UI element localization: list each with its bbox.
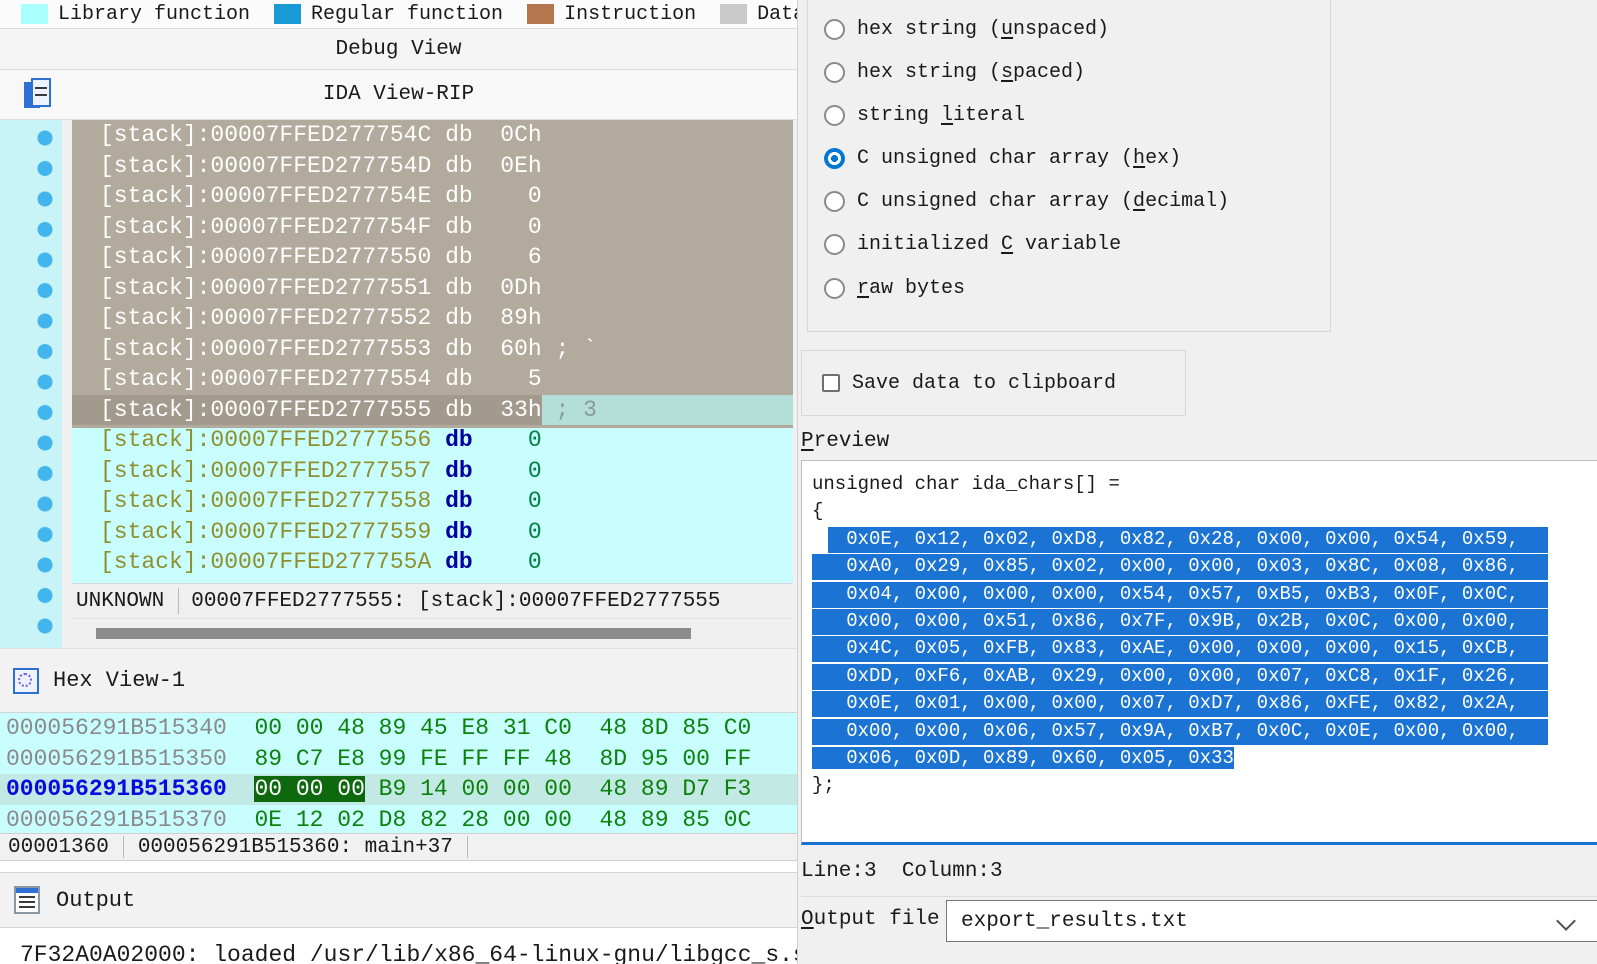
radio-c-unsigned-char-array-hex[interactable]: C unsigned char array (hex): [824, 143, 1181, 173]
breakpoint-gutter[interactable]: [0, 120, 62, 648]
hex-row[interactable]: 000056291B515370 0E 12 02 D8 82 28 00 00…: [6, 806, 752, 833]
disasm-row[interactable]: [stack]:00007FFED277754D db 0Eh: [100, 152, 542, 179]
preview-close-brace: };: [812, 774, 835, 797]
preview-data-line: 0xDD, 0xF6, 0xAB, 0x29, 0x00, 0x00, 0x07…: [812, 662, 1597, 691]
disasm-status-state: UNKNOWN: [76, 589, 165, 613]
color-legend-bar: Library function Regular function Instru…: [0, 0, 797, 28]
debug-view-title: Debug View: [335, 37, 462, 61]
preview-data-line: 0x06, 0x0D, 0x89, 0x60, 0x05, 0x33: [812, 746, 1234, 769]
output-log-line: 7F32A0A02000: loaded /usr/lib/x86_64-lin…: [20, 942, 797, 964]
preview-data-line: 0xA0, 0x29, 0x85, 0x02, 0x00, 0x00, 0x03…: [812, 553, 1597, 581]
legend-item-data: Data: [720, 3, 797, 26]
legend-item-library-function: Library function: [21, 3, 250, 26]
radio-button-icon: [824, 104, 845, 126]
data-swatch: [720, 4, 748, 24]
gutter-divider: [62, 120, 72, 648]
disasm-row[interactable]: [stack]:00007FFED2777556 db 0: [100, 427, 542, 453]
radio-hex-string-unspaced[interactable]: hex string (unspaced): [824, 14, 1109, 44]
preview-data-line: 0x0E, 0x12, 0x02, 0xD8, 0x82, 0x28, 0x00…: [812, 525, 1597, 554]
hex-view-status-bar: 00001360 000056291B515360: main+37: [0, 833, 797, 861]
disasm-row[interactable]: [stack]:00007FFED277754E db 0: [100, 183, 542, 209]
preview-open-brace: {: [812, 500, 824, 523]
disassembly-listing: [stack]:00007FFED277754C db 0Ch [stack]:…: [72, 120, 793, 648]
radio-c-unsigned-char-array-decimal[interactable]: C unsigned char array (decimal): [824, 186, 1229, 216]
radio-hex-string-spaced[interactable]: hex string (spaced): [824, 57, 1085, 87]
chevron-down-icon[interactable]: [1556, 911, 1576, 931]
disasm-row[interactable]: [stack]:00007FFED277754F db 0: [100, 213, 542, 240]
radio-button-icon: [824, 61, 845, 83]
disasm-row[interactable]: [stack]:00007FFED277755A db 0: [100, 549, 542, 575]
disasm-row[interactable]: [stack]:00007FFED2777553 db 60h ; `: [100, 335, 597, 362]
radio-button-icon: [824, 277, 845, 299]
preview-data-line: 0x04, 0x00, 0x00, 0x00, 0x54, 0x57, 0xB5…: [812, 580, 1597, 608]
status-separator: [466, 836, 468, 858]
hex-dump-area: 000056291B515340 00 00 48 89 45 E8 31 C0…: [0, 713, 797, 833]
status-separator: [178, 588, 180, 614]
ida-view-rip-title: IDA View-RIP: [322, 83, 475, 106]
preview-label: Preview: [801, 430, 890, 453]
radio-button-icon: [824, 18, 845, 40]
radio-button-icon: [824, 233, 845, 255]
disassembly-rows: [stack]:00007FFED277754C db 0Ch [stack]:…: [72, 120, 793, 583]
preview-declaration-line: unsigned char ida_chars[] =: [812, 473, 1120, 495]
preview-data-line: 0x00, 0x00, 0x06, 0x57, 0x9A, 0xB7, 0x0C…: [812, 717, 1597, 745]
export-as-groupbox: Export as hex string (unspaced) hex stri…: [807, 0, 1331, 332]
selected-bytes: 00 00 00: [254, 776, 365, 802]
debug-view-titlebar[interactable]: Debug View: [0, 28, 797, 70]
hex-status-address: 000056291B515360: main+37: [137, 835, 453, 859]
library-function-swatch: [21, 4, 48, 24]
instruction-swatch: [527, 4, 555, 24]
disasm-row[interactable]: [stack]:00007FFED277754C db 0Ch: [100, 122, 542, 148]
status-separator: [122, 836, 124, 858]
radio-initialized-c-variable[interactable]: initialized C variable: [824, 229, 1121, 259]
disassembly-horizontal-scrollbar[interactable]: [72, 618, 793, 648]
hex-view-icon: [13, 667, 39, 694]
disassembly-view-icon: [24, 78, 54, 110]
disassembly-status-bar: UNKNOWN 00007FFED2777555: [stack]:00007F…: [72, 583, 793, 618]
ida-view-rip-titlebar[interactable]: IDA View-RIP: [0, 70, 797, 120]
save-to-clipboard-row[interactable]: Save data to clipboard: [801, 350, 1186, 416]
disasm-status-address: 00007FFED2777555: [stack]:00007FFED27775…: [191, 589, 721, 613]
disasm-row[interactable]: [stack]:00007FFED2777551 db 0Dh: [100, 274, 542, 301]
preview-data-line: 0x00, 0x00, 0x51, 0x86, 0x7F, 0x9B, 0x2B…: [812, 607, 1597, 636]
code-right-margin: [793, 120, 797, 648]
hex-row[interactable]: 000056291B515340 00 00 48 89 45 E8 31 C0…: [6, 715, 752, 741]
output-log-area[interactable]: 7F32A0A02000: loaded /usr/lib/x86_64-lin…: [0, 928, 797, 964]
disasm-row[interactable]: [stack]:00007FFED2777554 db 5: [100, 366, 542, 392]
legend-item-regular-function: Regular function: [274, 3, 503, 26]
disasm-row-current[interactable]: [stack]:00007FFED2777555 db 33h ; 3: [72, 394, 793, 425]
legend-item-instruction: Instruction: [527, 3, 696, 26]
cursor-position-status: Line:3 Column:3: [801, 850, 1597, 897]
save-to-clipboard-label: Save data to clipboard: [852, 371, 1117, 395]
disasm-row[interactable]: [stack]:00007FFED2777550 db 6: [100, 244, 542, 270]
disasm-row[interactable]: [stack]:00007FFED2777559 db 0: [100, 518, 542, 545]
output-icon: [14, 886, 40, 914]
radio-raw-bytes[interactable]: raw bytes: [824, 273, 965, 303]
hex-row-selected[interactable]: 000056291B515360 00 00 00 B9 14 00 00 00…: [0, 774, 797, 805]
disasm-row[interactable]: [stack]:00007FFED2777552 db 89h: [100, 305, 542, 331]
scrollbar-thumb[interactable]: [96, 628, 691, 639]
save-to-clipboard-checkbox[interactable]: [822, 374, 840, 392]
output-titlebar[interactable]: Output: [0, 872, 797, 928]
disasm-row[interactable]: [stack]:00007FFED2777557 db 0: [100, 457, 542, 484]
radio-button-icon-selected: [824, 147, 845, 169]
output-file-label: Output file: [801, 908, 940, 931]
radio-string-literal[interactable]: string literal: [824, 100, 1025, 130]
hex-view-title: Hex View-1: [53, 668, 186, 693]
regular-function-swatch: [274, 4, 302, 24]
preview-data-line: 0x4C, 0x05, 0xFB, 0x83, 0xAE, 0x00, 0x00…: [812, 635, 1597, 663]
output-title: Output: [56, 887, 136, 913]
hex-row[interactable]: 000056291B515350 89 C7 E8 99 FE FF FF 48…: [6, 745, 752, 772]
output-file-combobox[interactable]: export_results.txt: [946, 900, 1597, 942]
radio-button-icon: [824, 190, 845, 212]
disasm-row[interactable]: [stack]:00007FFED2777558 db 0: [100, 488, 542, 514]
hex-view-titlebar[interactable]: Hex View-1: [0, 648, 797, 713]
output-file-value: export_results.txt: [961, 909, 1188, 933]
preview-data-line: 0x0E, 0x01, 0x00, 0x00, 0x07, 0xD7, 0x86…: [812, 690, 1597, 718]
preview-text-area[interactable]: unsigned char ida_chars[] = { 0x0E, 0x12…: [801, 460, 1597, 845]
export-data-dialog: Export as hex string (unspaced) hex stri…: [797, 0, 1597, 964]
hex-status-offset: 00001360: [8, 835, 109, 859]
debugger-left-region: Library function Regular function Instru…: [0, 0, 797, 964]
